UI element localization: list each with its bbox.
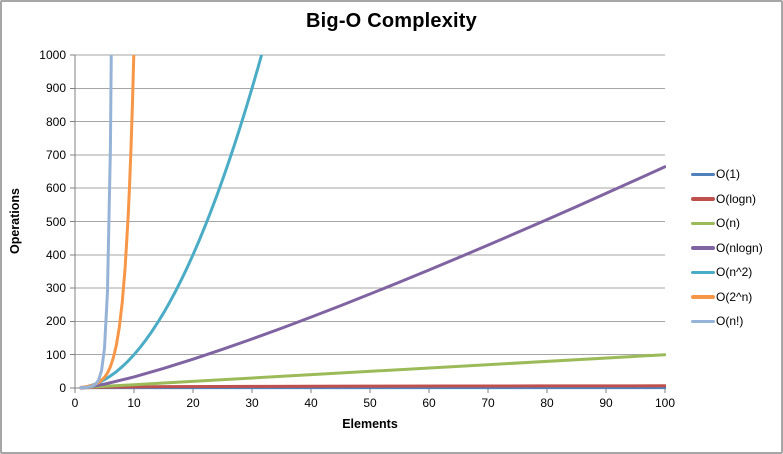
x-tick-label: 30 (245, 396, 259, 410)
x-tick-label: 50 (363, 396, 377, 410)
legend-item: O(nlogn) (691, 236, 763, 261)
x-axis-title: Elements (342, 417, 398, 431)
legend-item: O(1) (691, 162, 763, 187)
x-tick-label: 100 (654, 396, 676, 410)
y-tick-label: 600 (45, 181, 66, 196)
x-tick-label: 90 (599, 396, 613, 410)
series-line-O(nlogn) (79, 165, 666, 390)
series-line-O(n!) (79, 55, 113, 390)
y-tick-label: 0 (59, 381, 66, 395)
legend-label: O(n!) (716, 314, 744, 329)
legend-item: O(n!) (691, 309, 763, 334)
x-tick-label: 80 (540, 396, 554, 410)
legend-swatch (691, 319, 715, 323)
y-tick-label: 300 (45, 281, 66, 296)
x-tick-label: 20 (186, 396, 200, 410)
legend-label: O(n) (716, 216, 740, 231)
legend-swatch (691, 197, 715, 201)
legend-item: O(logn) (691, 187, 763, 212)
x-tick-label: 10 (127, 396, 141, 410)
chart-title: Big-O Complexity (306, 10, 477, 32)
legend-swatch (691, 295, 715, 299)
x-tick-label: 60 (422, 396, 436, 410)
x-tick-label: 40 (304, 396, 318, 410)
y-tick-label: 900 (45, 81, 66, 96)
legend-label: O(n^2) (716, 265, 753, 280)
x-tick-label: 0 (71, 396, 79, 410)
y-tick-label: 700 (45, 147, 66, 162)
y-tick-label: 1000 (39, 48, 66, 62)
y-tick-label: 200 (45, 314, 66, 329)
legend-label: O(1) (716, 167, 740, 182)
y-tick-label: 800 (45, 114, 66, 129)
legend-label: O(nlogn) (716, 240, 763, 255)
legend: O(1) O(logn) O(n) O(nlogn) O(n^2) O(2^n) O(n!) (691, 162, 763, 334)
y-tick-label: 400 (45, 247, 66, 262)
legend-swatch (691, 246, 715, 250)
y-tick-label: 100 (45, 347, 66, 362)
legend-swatch (691, 172, 715, 176)
legend-label: O(logn) (716, 191, 757, 206)
y-tick-label: 500 (45, 214, 66, 229)
series-line-O(n) (79, 353, 666, 390)
legend-swatch (691, 221, 715, 225)
legend-item: O(2^n) (691, 285, 763, 310)
x-tick-label: 70 (481, 396, 495, 410)
series-line-O(n^2) (79, 55, 264, 390)
legend-label: O(2^n) (716, 289, 753, 304)
plot-area (70, 54, 666, 393)
legend-item: O(n) (691, 211, 763, 236)
legend-item: O(n^2) (691, 260, 763, 285)
legend-swatch (691, 270, 715, 274)
